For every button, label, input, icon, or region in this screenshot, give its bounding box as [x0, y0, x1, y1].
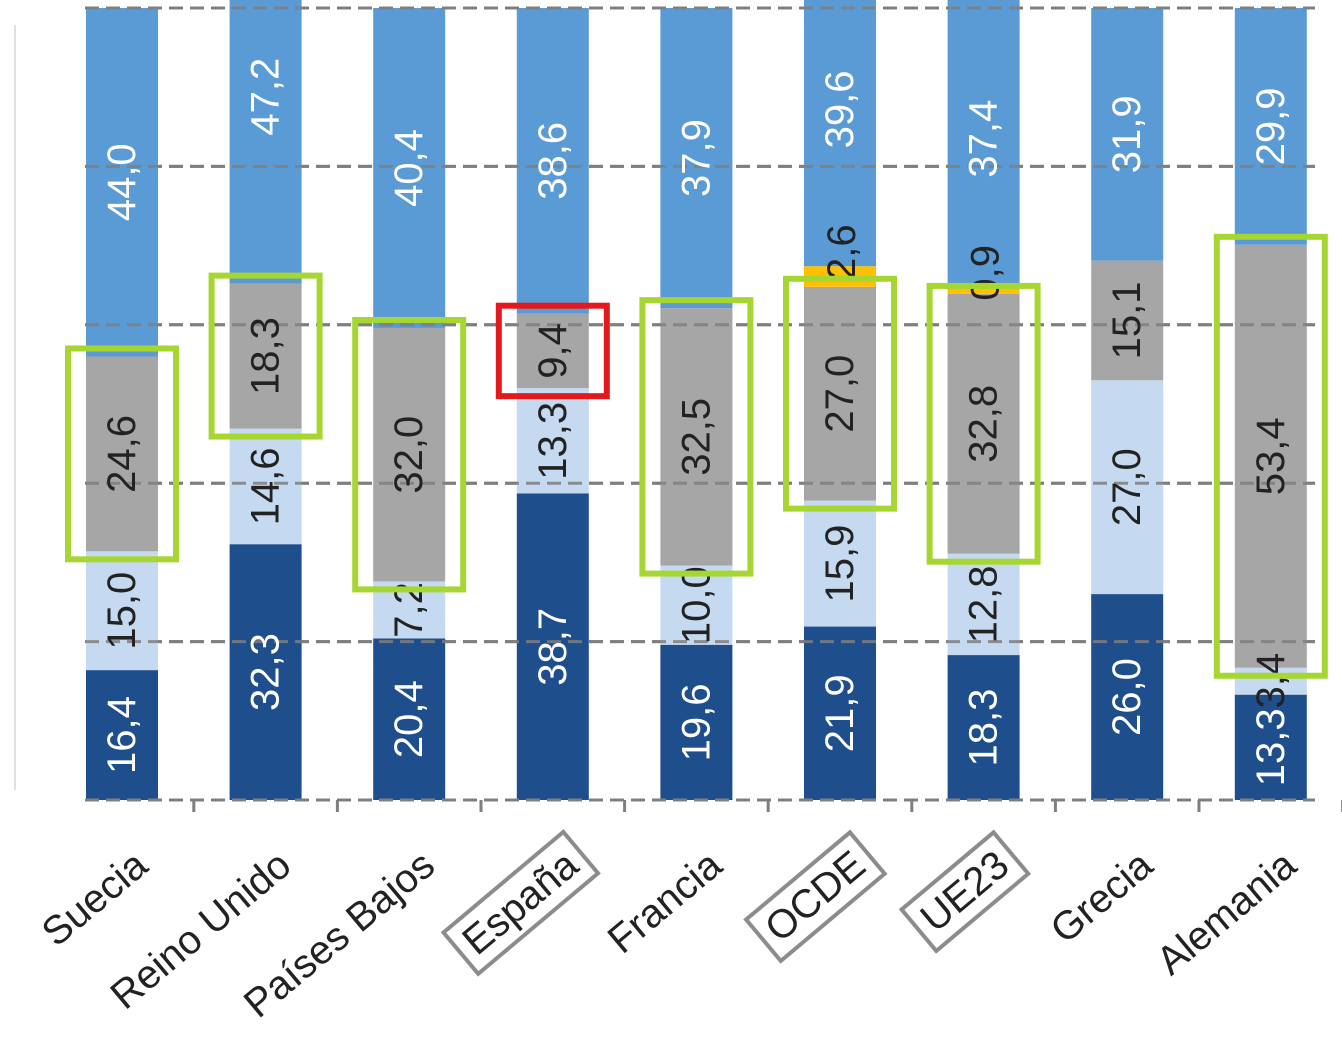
- category-label: Francia: [600, 842, 731, 962]
- data-label: 53,4: [1249, 417, 1293, 495]
- bar-segment: [1091, 8, 1164, 261]
- bar-segment: [229, 544, 302, 800]
- data-label: 38,6: [531, 122, 575, 200]
- data-label: 18,3: [244, 317, 288, 395]
- data-label: 40,4: [387, 129, 431, 207]
- data-label: 27,0: [1105, 448, 1149, 526]
- bar-segment: [660, 308, 733, 566]
- data-label: 32,3: [244, 633, 288, 711]
- data-label: 13,3: [1249, 708, 1293, 786]
- highlight-boxes: [65, 233, 1328, 679]
- bar-segment: [229, 283, 302, 429]
- bar-segment: [1234, 244, 1307, 668]
- data-label: 39,6: [818, 70, 862, 148]
- bar-segment: [373, 327, 446, 582]
- bar-segment: [660, 8, 733, 309]
- data-label: 12,8: [962, 565, 1006, 643]
- data-label: 9,4: [531, 323, 575, 379]
- data-label: 32,8: [962, 385, 1006, 463]
- gridlines-overlay: [85, 6, 1342, 812]
- data-label: 21,9: [818, 674, 862, 752]
- bar-segment: [804, 500, 876, 627]
- category-label: Alemania: [1149, 842, 1306, 983]
- bar-segment: [660, 565, 733, 645]
- data-label: 13,3: [531, 402, 575, 480]
- bar-segment: [947, 553, 1020, 656]
- category-label: Grecia: [1042, 842, 1161, 952]
- bar-segment: [229, 428, 302, 545]
- highlight-box-green: [783, 275, 897, 512]
- data-label: 24,6: [100, 415, 144, 493]
- bar-segment: [947, 655, 1020, 800]
- bar-segment: [660, 644, 733, 800]
- bar-segment: [1091, 594, 1164, 800]
- bar-segment: [373, 8, 446, 328]
- bar-segment: [947, 286, 1020, 294]
- bar-segment: [86, 551, 158, 671]
- bar-segment: [804, 626, 876, 800]
- data-label: 3,4: [1249, 653, 1293, 709]
- category-label-box: [440, 829, 601, 977]
- data-label: 32,5: [674, 398, 718, 476]
- bar-segment: [947, 293, 1020, 554]
- data-label: 19,6: [674, 683, 718, 761]
- data-label: 15,9: [818, 525, 862, 603]
- data-label: 15,0: [100, 572, 144, 650]
- data-label: 15,1: [1105, 282, 1149, 360]
- category-label: Suecia: [34, 842, 157, 955]
- bar-segment: [86, 670, 158, 800]
- highlight-box-green: [639, 297, 754, 577]
- data-label: 47,2: [244, 58, 288, 136]
- category-label-box: [743, 829, 888, 964]
- bar-segment: [804, 0, 876, 267]
- data-label: 38,7: [531, 608, 575, 686]
- bar-segment: [229, 0, 302, 284]
- highlight-box-green: [926, 282, 1041, 565]
- data-label: 10,0: [674, 566, 718, 644]
- bar-segment: [947, 0, 1020, 287]
- data-label: 14,6: [244, 447, 288, 525]
- bar-segment: [1234, 8, 1307, 245]
- category-label: España: [454, 842, 587, 963]
- category-label-box: [898, 829, 1032, 954]
- data-labels: 16,415,024,644,032,314,618,347,220,47,23…: [100, 58, 1293, 786]
- bar-segment: [1234, 694, 1307, 800]
- highlight-box-green: [352, 316, 467, 593]
- bar-segment: [1234, 667, 1307, 695]
- bar-segment: [1091, 380, 1164, 595]
- bar-segment: [373, 638, 446, 800]
- bar-segment: [1091, 260, 1164, 381]
- data-label: 0,9: [964, 245, 1008, 301]
- data-label: 18,3: [962, 689, 1006, 767]
- highlight-box-green: [208, 272, 323, 440]
- data-label: 31,9: [1105, 95, 1149, 173]
- data-label: 37,4: [962, 100, 1006, 178]
- data-label: 20,4: [387, 680, 431, 758]
- data-label: 26,0: [1105, 658, 1149, 736]
- data-label: 32,0: [387, 416, 431, 494]
- bar-segment: [86, 8, 158, 357]
- bars: [86, 0, 1307, 800]
- highlight-box-red: [495, 302, 610, 400]
- data-label: 27,0: [818, 355, 862, 433]
- highlight-box-green: [1213, 233, 1328, 679]
- highlight-box-green: [65, 345, 179, 563]
- data-label: 16,4: [100, 696, 144, 774]
- data-label: 2,6: [820, 224, 864, 280]
- bar-segment: [804, 286, 876, 501]
- data-label: 29,9: [1249, 87, 1293, 165]
- bar-segment: [516, 8, 589, 314]
- bar-segment: [86, 356, 158, 552]
- data-label: 37,9: [674, 119, 718, 197]
- bar-segment: [516, 493, 589, 800]
- data-label: 44,0: [100, 143, 144, 221]
- bar-segment: [516, 388, 589, 494]
